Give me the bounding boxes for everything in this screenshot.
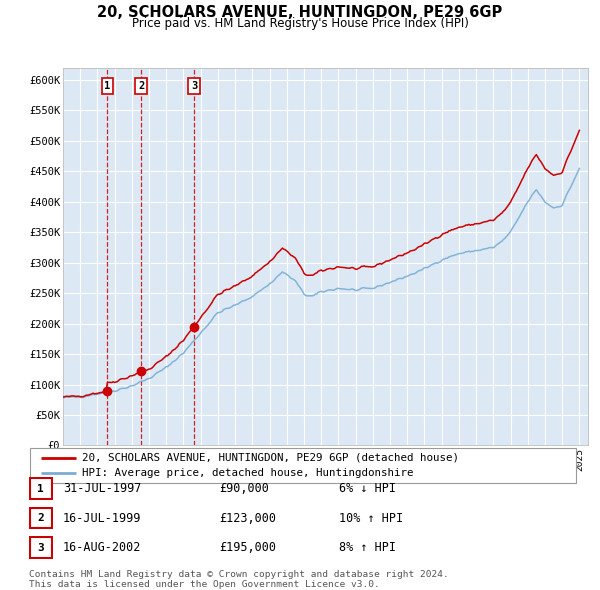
Text: 20, SCHOLARS AVENUE, HUNTINGDON, PE29 6GP (detached house): 20, SCHOLARS AVENUE, HUNTINGDON, PE29 6G…: [82, 453, 459, 463]
Text: 16-JUL-1999: 16-JUL-1999: [63, 512, 142, 525]
Text: £90,000: £90,000: [219, 482, 269, 495]
FancyBboxPatch shape: [30, 508, 52, 528]
Text: 8% ↑ HPI: 8% ↑ HPI: [339, 541, 396, 554]
Text: Contains HM Land Registry data © Crown copyright and database right 2024.: Contains HM Land Registry data © Crown c…: [29, 570, 449, 579]
Text: 16-AUG-2002: 16-AUG-2002: [63, 541, 142, 554]
Text: 1: 1: [104, 81, 110, 91]
Text: 3: 3: [191, 81, 197, 91]
FancyBboxPatch shape: [30, 537, 52, 558]
Text: 3: 3: [37, 543, 44, 552]
Text: Price paid vs. HM Land Registry's House Price Index (HPI): Price paid vs. HM Land Registry's House …: [131, 17, 469, 30]
Text: 1: 1: [37, 484, 44, 493]
Text: 6% ↓ HPI: 6% ↓ HPI: [339, 482, 396, 495]
Text: This data is licensed under the Open Government Licence v3.0.: This data is licensed under the Open Gov…: [29, 579, 380, 589]
Text: 2: 2: [37, 513, 44, 523]
Text: HPI: Average price, detached house, Huntingdonshire: HPI: Average price, detached house, Hunt…: [82, 468, 413, 478]
FancyBboxPatch shape: [30, 448, 576, 483]
Text: 20, SCHOLARS AVENUE, HUNTINGDON, PE29 6GP: 20, SCHOLARS AVENUE, HUNTINGDON, PE29 6G…: [97, 5, 503, 19]
Text: 10% ↑ HPI: 10% ↑ HPI: [339, 512, 403, 525]
FancyBboxPatch shape: [30, 478, 52, 499]
Text: £123,000: £123,000: [219, 512, 276, 525]
Text: 2: 2: [138, 81, 144, 91]
Text: 31-JUL-1997: 31-JUL-1997: [63, 482, 142, 495]
Text: £195,000: £195,000: [219, 541, 276, 554]
